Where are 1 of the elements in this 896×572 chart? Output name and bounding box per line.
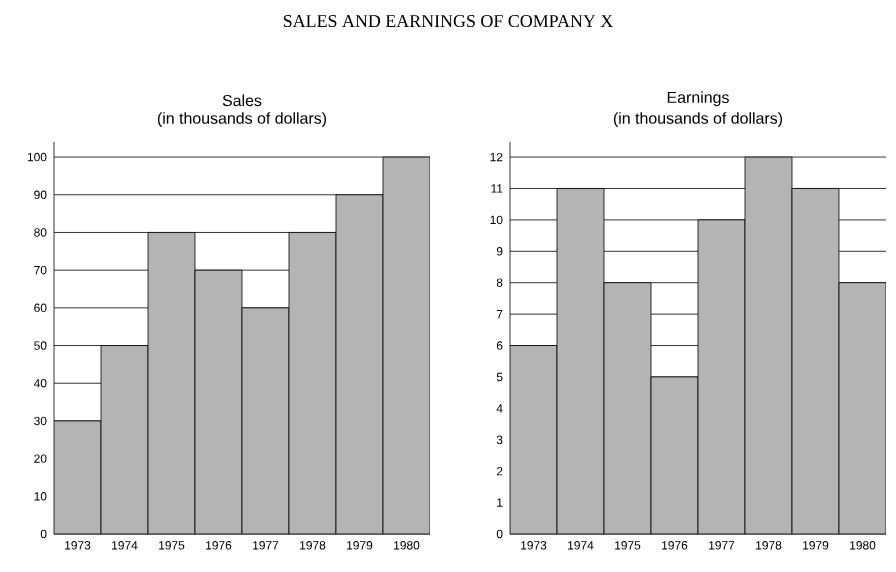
text: SALES AND EARNINGS OF COMPANY X — [283, 15, 613, 28]
